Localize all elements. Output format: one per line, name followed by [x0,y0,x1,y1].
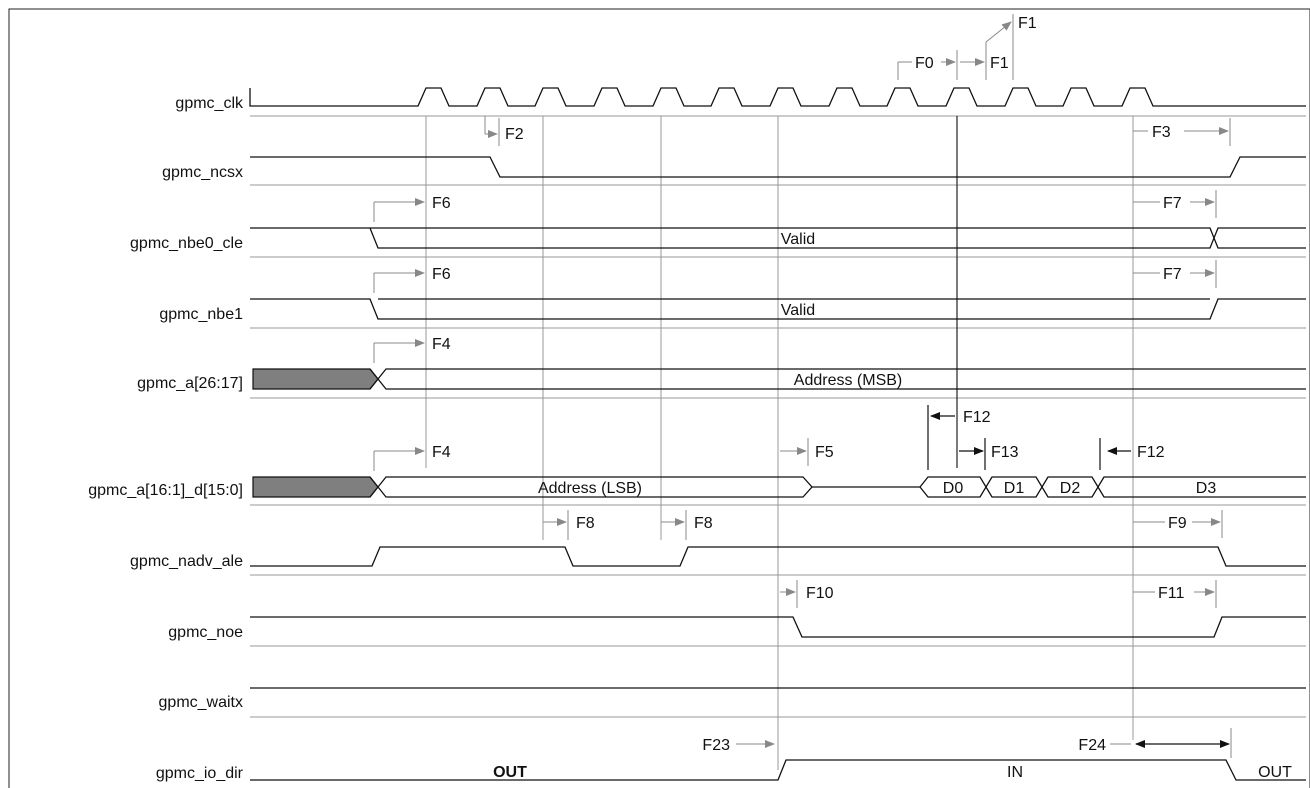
svg-text:F11: F11 [1158,585,1184,602]
signal-label-nadv-ale: gpmc_nadv_ale [130,553,243,570]
annotation-f10: F10 [780,580,834,608]
annotation-f24: F24 [1078,728,1232,758]
svg-text:F2: F2 [505,126,524,143]
noe-waveform [250,616,1306,638]
annotation-f1-lower: F1 [960,50,1009,80]
nbe0-bus: Valid [250,227,1306,249]
annotation-f1-upper: F1 [985,14,1037,80]
svg-text:F5: F5 [815,444,834,461]
annotation-f2: F2 [484,116,524,146]
annotation-f13: F13 [959,438,1019,470]
svg-text:F6: F6 [432,195,451,212]
svg-text:F10: F10 [806,585,834,602]
annotation-f5: F5 [780,438,834,466]
a-msb-address-text: Address (MSB) [794,372,902,389]
annotation-f8-second: F8 [661,510,713,540]
io-dir-waveform: OUT IN OUT [250,759,1306,781]
annotation-f12-lower: F12 [1099,438,1165,470]
signal-label-nbe0-cle: gpmc_nbe0_cle [130,235,243,252]
annotation-f23: F23 [702,737,775,754]
annotation-f3: F3 [1133,118,1231,146]
nbe0-valid-text: Valid [781,231,815,248]
signal-label-a-msb: gpmc_a[26:17] [137,375,243,392]
annotation-f4-lsb: F4 [373,444,451,471]
svg-text:F0: F0 [915,55,934,72]
signal-label-a-d-bus: gpmc_a[16:1]_d[15:0] [88,482,243,499]
signal-label-io-dir: gpmc_io_dir [156,765,244,782]
data-d2-text: D2 [1060,480,1081,497]
nbe1-valid-text: Valid [781,302,815,319]
signal-label-waitx: gpmc_waitx [159,694,243,711]
svg-text:F1: F1 [990,55,1009,72]
svg-text:F7: F7 [1163,195,1182,212]
svg-text:F1: F1 [1018,15,1037,32]
diagram-frame [8,8,1310,788]
nbe1-bus: Valid [250,298,1306,320]
svg-text:F24: F24 [1078,737,1106,754]
data-d1-text: D1 [1004,480,1025,497]
svg-text:F7: F7 [1163,266,1182,283]
ad-invalid-region [252,476,379,498]
annotation-f12-upper: F12 [927,405,991,470]
svg-text:F12: F12 [1137,444,1165,461]
ad-bus: Address (LSB) D0 D1 D2 D3 [252,476,1306,498]
svg-text:F4: F4 [432,336,451,353]
annotation-f9: F9 [1133,510,1223,538]
io-dir-out2-text: OUT [1258,764,1292,781]
annotation-f0: F0 [897,50,958,80]
io-dir-out-text: OUT [493,764,527,781]
annotation-f11: F11 [1133,580,1217,608]
signal-label-nbe1: gpmc_nbe1 [159,306,243,323]
timing-annotations: F0 F1 F1 F2 F3 [373,14,1232,758]
svg-text:F8: F8 [694,515,713,532]
ad-address-text: Address (LSB) [538,480,642,497]
annotation-f6-nbe0: F6 [373,195,451,222]
a-msb-bus: Address (MSB) [252,368,1306,390]
svg-text:F13: F13 [991,444,1019,461]
svg-text:F9: F9 [1168,515,1187,532]
svg-text:F4: F4 [432,444,451,461]
svg-text:F23: F23 [702,737,730,754]
annotation-f7-nbe1: F7 [1133,260,1217,288]
io-dir-in-text: IN [1007,764,1023,781]
a-msb-invalid-region [252,368,379,390]
svg-text:F6: F6 [432,266,451,283]
signal-label-ncsx: gpmc_ncsx [162,164,243,181]
reference-lines [425,116,1134,770]
signal-label-clk: gpmc_clk [175,95,244,112]
data-d0-text: D0 [943,480,964,497]
svg-text:F8: F8 [576,515,595,532]
data-d3-text: D3 [1196,480,1217,497]
signal-label-noe: gpmc_noe [168,624,243,641]
signal-labels: gpmc_clk gpmc_ncsx gpmc_nbe0_cle gpmc_nb… [88,95,244,782]
clk-waveform [249,87,1306,107]
annotation-f7-nbe0: F7 [1133,190,1217,218]
svg-text:F12: F12 [963,409,991,426]
annotation-f6-nbe1: F6 [373,266,451,293]
nadv-ale-waveform [250,546,1306,567]
ncsx-waveform [250,156,1306,178]
annotation-f8-first: F8 [543,510,595,540]
annotation-f4-msb: F4 [373,336,451,363]
svg-text:F3: F3 [1152,124,1171,141]
